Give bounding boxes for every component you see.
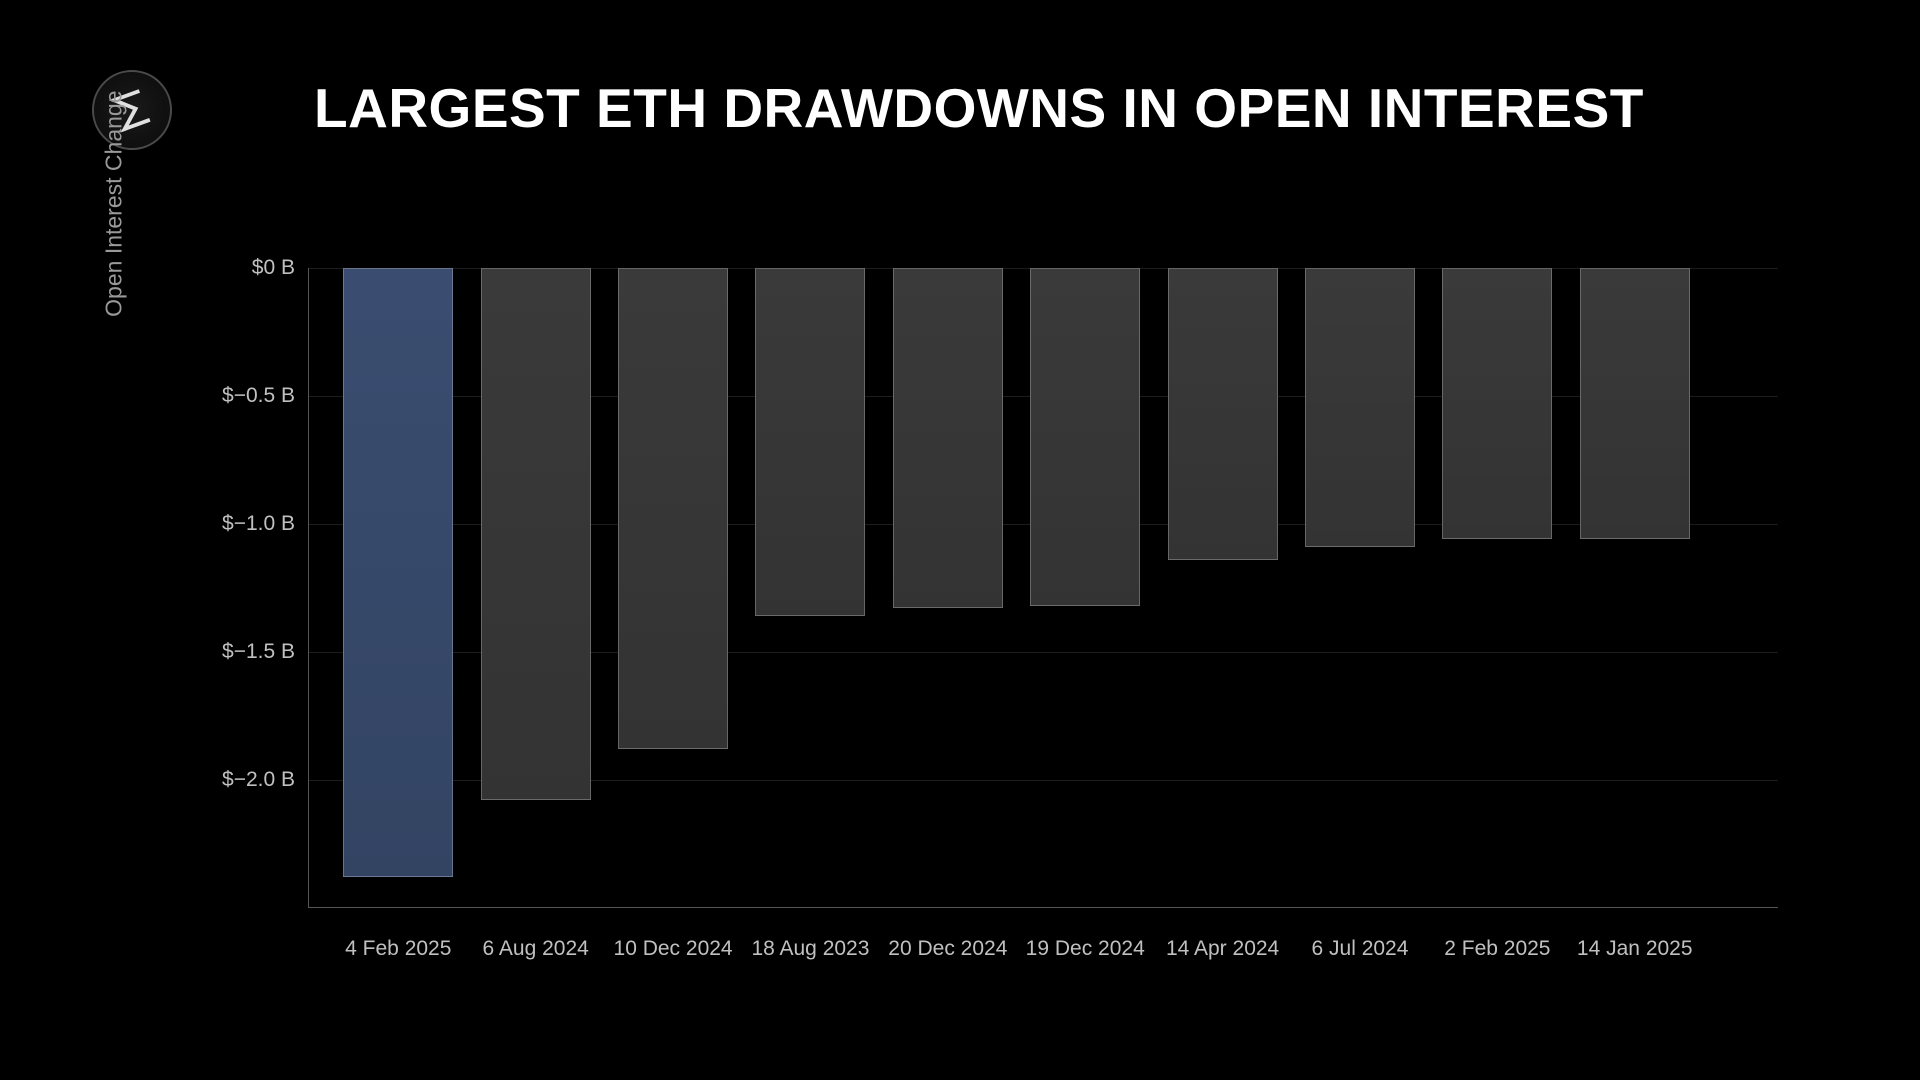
x-tick-label: 19 Dec 2024 [1026, 937, 1145, 961]
bar [343, 268, 453, 877]
bar [1305, 268, 1415, 547]
y-tick-label: $−2.0 B [222, 768, 309, 792]
bar [481, 268, 591, 800]
chart-plot-area: $0 B$−0.5 B$−1.0 B$−1.5 B$−2.0 B 4 Feb 2… [308, 268, 1778, 908]
y-tick-label: $−1.5 B [222, 640, 309, 664]
x-tick-label: 4 Feb 2025 [345, 937, 451, 961]
x-tick-label: 6 Jul 2024 [1312, 937, 1409, 961]
bar [893, 268, 1003, 608]
bar [1168, 268, 1278, 560]
bar [618, 268, 728, 749]
y-axis-title: Open Interest Change [101, 91, 128, 317]
x-tick-label: 14 Apr 2024 [1166, 937, 1279, 961]
x-tick-label: 6 Aug 2024 [483, 937, 589, 961]
x-tick-label: 14 Jan 2025 [1577, 937, 1693, 961]
bars-layer [309, 268, 1778, 907]
bar [1580, 268, 1690, 539]
y-tick-label: $0 B [252, 256, 309, 280]
x-tick-label: 2 Feb 2025 [1444, 937, 1550, 961]
page-root: LARGEST ETH DRAWDOWNS IN OPEN INTEREST O… [0, 0, 1920, 1080]
x-tick-label: 18 Aug 2023 [751, 937, 869, 961]
y-tick-label: $−0.5 B [222, 384, 309, 408]
chart-title: LARGEST ETH DRAWDOWNS IN OPEN INTEREST [314, 76, 1644, 140]
y-tick-label: $−1.0 B [222, 512, 309, 536]
bar [755, 268, 865, 616]
x-tick-label: 20 Dec 2024 [888, 937, 1007, 961]
x-labels-layer: 4 Feb 2025 6 Aug 2024 10 Dec 2024 18 Aug 20… [309, 907, 1778, 967]
bar [1442, 268, 1552, 539]
x-tick-label: 10 Dec 2024 [614, 937, 733, 961]
bar [1030, 268, 1140, 606]
